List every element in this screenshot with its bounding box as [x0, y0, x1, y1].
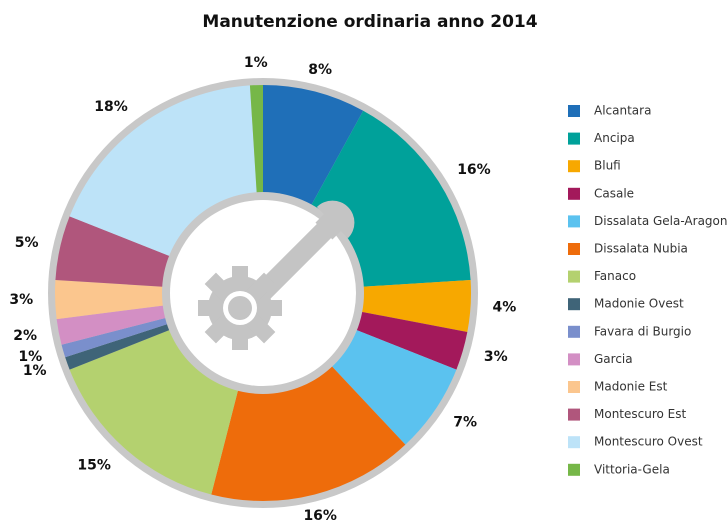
data-label: 2%	[13, 328, 37, 344]
legend-label: Madonie Est	[594, 380, 668, 394]
legend-swatch	[568, 436, 580, 449]
chart-title: Manutenzione ordinaria anno 2014	[202, 12, 537, 32]
data-label: 15%	[77, 458, 111, 474]
data-label: 5%	[15, 235, 39, 251]
legend-label: Dissalata Nubia	[594, 242, 688, 256]
legend-label: Madonie Ovest	[594, 297, 684, 311]
data-label: 8%	[308, 62, 332, 78]
legend-swatch	[568, 353, 580, 366]
legend-swatch	[568, 132, 580, 145]
data-label: 3%	[9, 292, 33, 308]
legend-swatch	[568, 270, 580, 283]
legend-label: Alcantara	[594, 104, 651, 118]
legend-swatch	[568, 298, 580, 311]
data-label: 18%	[94, 99, 128, 115]
maintenance-icon	[198, 200, 355, 350]
data-label: 1%	[244, 55, 268, 71]
legend-swatch	[568, 463, 580, 476]
legend-swatch	[568, 381, 580, 393]
legend-swatch	[568, 325, 580, 338]
data-label: 16%	[457, 162, 491, 178]
data-label: 3%	[484, 349, 508, 365]
legend-label: Fanaco	[594, 269, 636, 283]
legend-swatch	[568, 408, 580, 421]
legend-label: Blufi	[594, 159, 621, 173]
legend-label: Casale	[594, 186, 634, 200]
legend-label: Ancipa	[594, 131, 635, 145]
legend-label: Vittoria-Gela	[594, 462, 670, 476]
legend-label: Montescuro Est	[594, 407, 687, 421]
legend-swatch	[568, 215, 580, 228]
legend-label: Dissalata Gela-Aragona	[594, 214, 728, 228]
data-label: 7%	[453, 414, 477, 430]
legend-label: Garcia	[594, 352, 633, 366]
legend-swatch	[568, 160, 580, 173]
legend-swatch	[568, 187, 580, 200]
data-label: 1%	[23, 363, 47, 379]
data-label: 1%	[18, 349, 42, 365]
data-label: 4%	[493, 299, 517, 315]
slice	[55, 279, 264, 320]
legend-swatch	[568, 105, 580, 117]
legend-swatch	[568, 243, 580, 255]
legend-label: Favara di Burgio	[594, 324, 691, 338]
data-label: 16%	[303, 508, 337, 524]
legend-label: Montescuro Ovest	[594, 435, 703, 449]
